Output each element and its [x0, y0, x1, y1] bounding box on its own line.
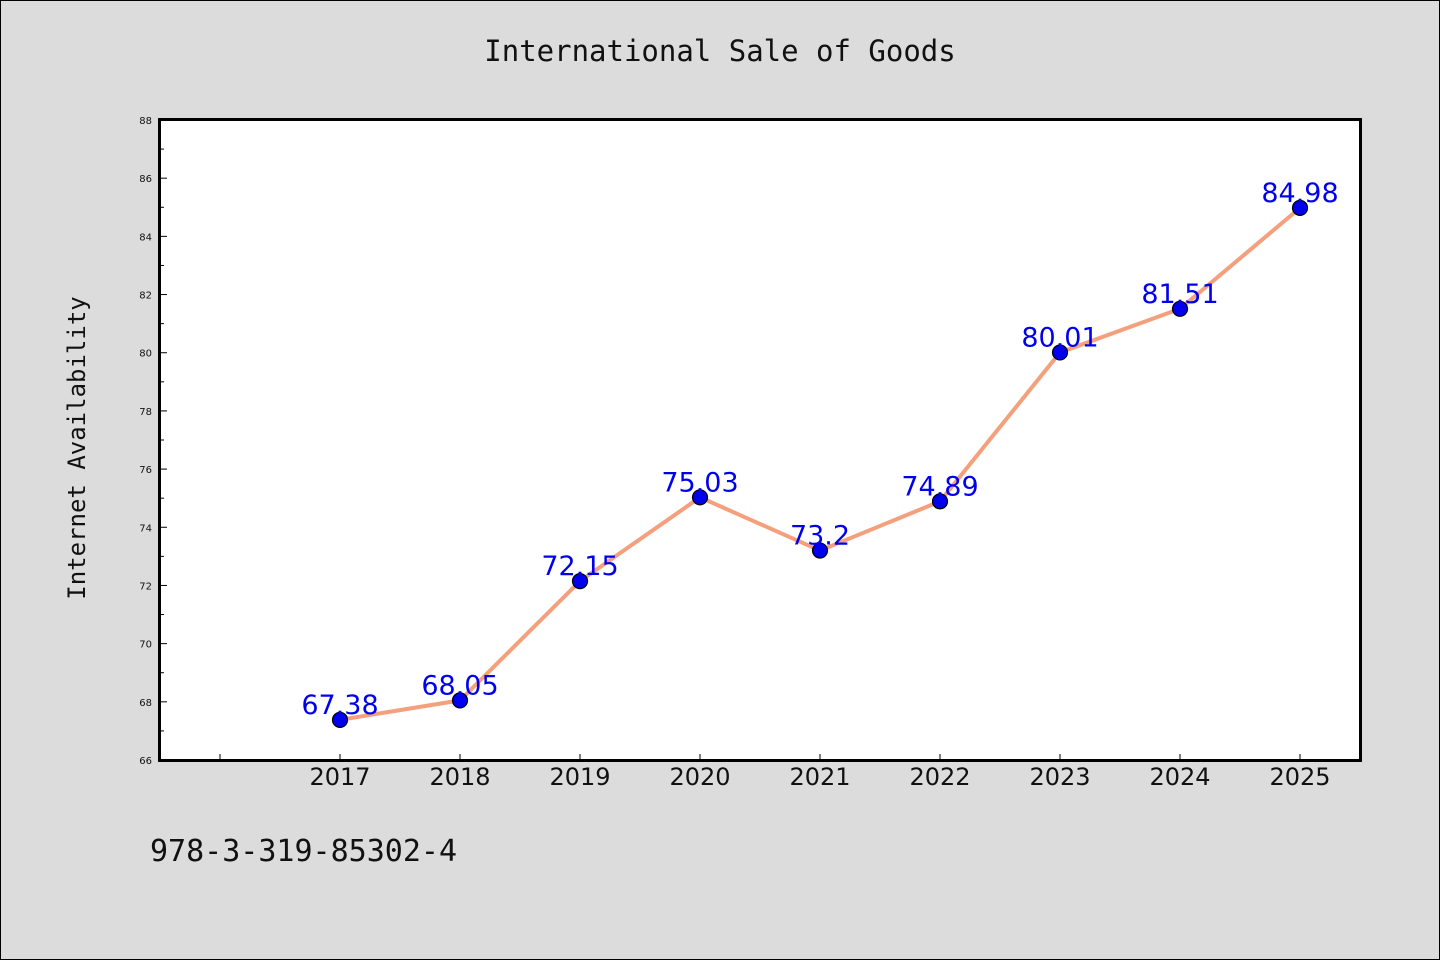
data-label: 80.01 — [1021, 322, 1098, 353]
data-point — [571, 572, 589, 590]
data-label: 67.38 — [301, 690, 378, 721]
x-tick-label: 2021 — [789, 763, 850, 791]
chart-title: International Sale of Goods — [484, 34, 956, 68]
series-layer — [331, 199, 1309, 728]
y-tick-label: 84 — [139, 232, 152, 243]
data-label: 81.51 — [1141, 279, 1218, 310]
data-label: 73.2 — [790, 521, 850, 552]
data-point — [1171, 300, 1189, 317]
x-tick-label: 2019 — [549, 763, 610, 791]
x-tick-label: 2017 — [309, 763, 370, 791]
y-tick-label: 74 — [139, 523, 152, 534]
x-tick-label: 2023 — [1029, 763, 1090, 791]
y-axis-ticks: 66 68 70 72 74 76 78 80 82 84 86 88 — [139, 116, 167, 767]
data-label: 74.89 — [901, 471, 978, 502]
y-tick-label: 78 — [139, 407, 152, 418]
data-label: 72.15 — [541, 551, 618, 582]
y-tick-label: 82 — [139, 291, 152, 302]
y-tick-label: 80 — [139, 349, 152, 360]
x-tick-label: 2024 — [1149, 763, 1210, 791]
data-point — [931, 493, 949, 510]
y-tick-label: 66 — [139, 756, 152, 767]
x-axis-ticks: 2017 2018 2019 2020 2021 2022 2023 2024 2025 — [219, 754, 1331, 791]
data-point — [691, 489, 709, 506]
data-point — [1051, 344, 1069, 361]
data-label: 75.03 — [661, 467, 738, 498]
data-label: 68.05 — [421, 670, 498, 701]
y-tick-label: 88 — [139, 116, 152, 127]
y-tick-label: 70 — [139, 640, 152, 651]
x-tick-label: 2018 — [429, 763, 490, 791]
data-point — [451, 692, 469, 709]
x-tick-label: 2025 — [1269, 763, 1330, 791]
y-tick-label: 86 — [139, 174, 152, 185]
y-tick-label: 72 — [139, 581, 152, 592]
x-tick-label: 2020 — [669, 763, 730, 791]
data-labels-layer: 67.38 68.05 72.15 75.03 73.2 74.89 80.01 81.51 8… — [301, 178, 1338, 721]
y-tick-label: 76 — [139, 465, 152, 476]
data-point — [1291, 199, 1309, 216]
x-tick-label: 2022 — [909, 763, 970, 791]
footer-code: 978-3-319-85302-4 — [150, 834, 458, 869]
data-point — [811, 542, 829, 559]
y-tick-label: 68 — [139, 698, 152, 709]
data-point — [331, 711, 349, 728]
data-label: 84.98 — [1261, 178, 1338, 209]
plot-area — [158, 118, 1362, 762]
